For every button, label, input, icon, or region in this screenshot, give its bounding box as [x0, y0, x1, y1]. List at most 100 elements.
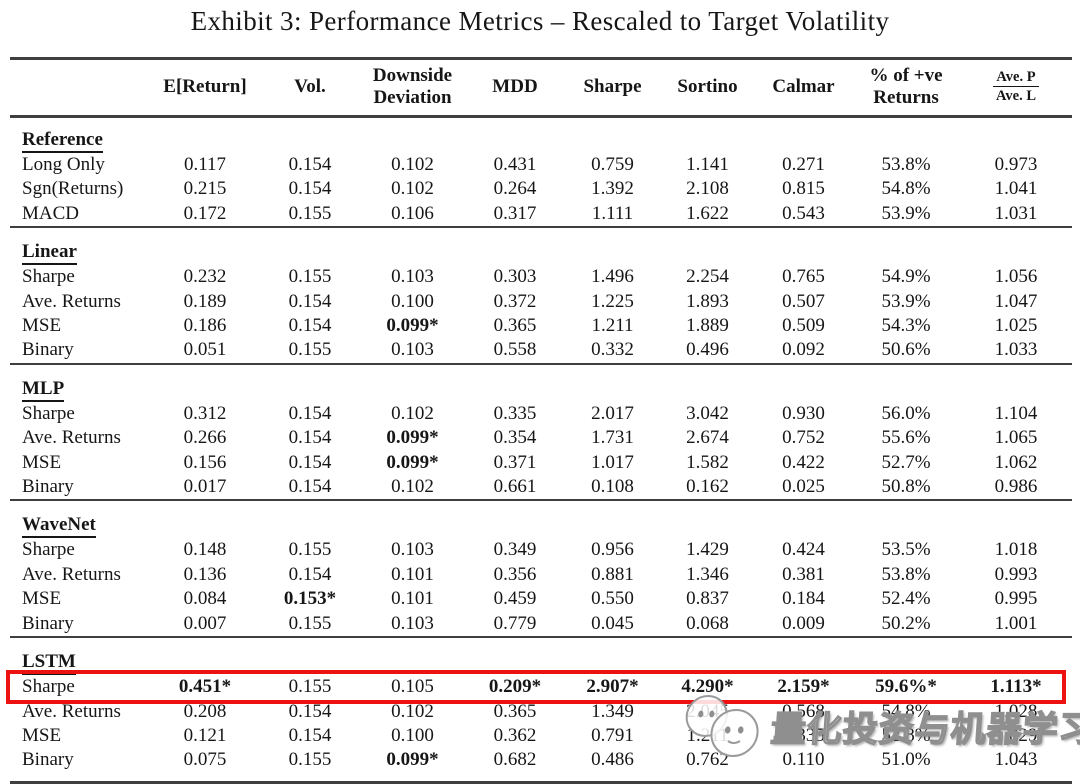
- cell: 50.8%: [881, 476, 931, 498]
- cell: 0.424: [782, 539, 825, 561]
- cell: 1.043: [994, 749, 1038, 771]
- cell: 0.103: [391, 266, 434, 288]
- table-row-wavenet-mse: MSE 0.084 0.153* 0.101 0.459 0.550 0.837 0.184 5…: [10, 587, 1072, 611]
- cell: 0.154: [288, 451, 332, 473]
- cell: 0.232: [183, 266, 227, 288]
- table-row-reference-long-only: Long Only 0.117 0.154 0.102 0.431 0.759 1.141 0…: [10, 153, 1072, 177]
- cell: 1.211: [591, 315, 634, 337]
- cell: 54.8%: [881, 178, 931, 200]
- cell: 0.154: [288, 178, 332, 200]
- cell: 0.215: [183, 178, 227, 200]
- cell: 2.045: [686, 700, 729, 722]
- cell: 0.303: [493, 266, 537, 288]
- cell: 53.9%: [881, 202, 931, 224]
- cell: 0.099*: [386, 427, 439, 449]
- group-header-mlp: MLP: [10, 362, 1072, 402]
- cell: 1.582: [686, 451, 729, 473]
- cell: 0.765: [782, 266, 825, 288]
- cell: 56.0%: [881, 402, 931, 424]
- cell: 0.084: [183, 588, 227, 610]
- cell: 2.674: [686, 427, 729, 449]
- group-header-cell: Linear: [10, 226, 1072, 266]
- table-row-mlp-sharpe: Sharpe 0.312 0.154 0.102 0.335 2.017 3.042 0.93…: [10, 402, 1072, 426]
- cell: 0.172: [183, 202, 227, 224]
- cell: 0.558: [493, 339, 537, 361]
- group-header-linear: Linear: [10, 226, 1072, 266]
- row-label: Ave. Returns: [22, 290, 121, 312]
- cell: 0.371: [493, 451, 537, 473]
- cell: 1.346: [686, 563, 729, 585]
- table-row-linear-binary: Binary 0.051 0.155 0.103 0.558 0.332 0.496 0.09…: [10, 338, 1072, 363]
- cell: 2.159*: [777, 676, 830, 698]
- cell: 0.162: [686, 476, 729, 498]
- cell: 0.154: [288, 563, 332, 585]
- cell: 0.117: [183, 154, 227, 175]
- cell: 0.312: [183, 402, 227, 424]
- row-label: Long Only: [22, 154, 105, 175]
- row-label: MSE: [22, 588, 62, 610]
- cell: 0.881: [591, 563, 634, 585]
- avg-l-label: Ave. L: [995, 87, 1036, 104]
- cell: 0.509: [782, 315, 825, 337]
- row-label: Ave. Returns: [22, 563, 121, 585]
- cell: 0.155: [288, 339, 332, 361]
- cell: 1.225: [591, 290, 634, 312]
- cell: 53.8%: [881, 563, 931, 585]
- cell: 1.496: [591, 266, 634, 288]
- group-header-cell: MLP: [10, 362, 1072, 402]
- cell: 0.354: [493, 427, 537, 449]
- cell: 0.335: [493, 402, 537, 424]
- row-label: MSE: [22, 724, 62, 746]
- cell: 0.051: [183, 339, 227, 361]
- cell: 0.362: [493, 724, 537, 746]
- cell: 0.356: [493, 563, 537, 585]
- row-label: Sharpe: [22, 266, 75, 288]
- cell: 1.429: [686, 539, 729, 561]
- cell: 52.7%: [881, 451, 931, 473]
- cell: 0.099*: [386, 749, 439, 771]
- table-row-reference-sgn-returns-: Sgn(Returns) 0.215 0.154 0.102 0.264 1.392 2.1…: [10, 177, 1072, 201]
- cell: 1.047: [994, 290, 1038, 312]
- cell: 0.007: [183, 612, 227, 634]
- cell: 0.103: [391, 539, 434, 561]
- cell: 0.568: [782, 700, 825, 722]
- cell: 53.8%: [881, 154, 931, 175]
- column-header-vol: Vol.: [260, 58, 360, 118]
- table-body: Reference Long Only 0.117 0.154 0.102 0.431 0.…: [10, 117, 1072, 783]
- cell: 1.141: [686, 154, 729, 175]
- cell: 1.033: [994, 339, 1038, 361]
- cell: 0.930: [782, 402, 825, 424]
- cell: 0.155: [288, 202, 332, 224]
- cell: 0.154: [288, 315, 332, 337]
- cell: 0.155: [288, 676, 332, 698]
- cell: 1.031: [994, 202, 1038, 224]
- cell: 0.155: [288, 539, 332, 561]
- cell: 0.759: [591, 154, 634, 175]
- cell: 54.8%: [881, 700, 931, 722]
- cell: 1.028: [994, 700, 1038, 722]
- row-label: Binary: [22, 749, 74, 771]
- row-label: Sharpe: [22, 402, 75, 424]
- group-label: WaveNet: [22, 514, 96, 539]
- table-row-linear-ave-returns: Ave. Returns 0.189 0.154 0.100 0.372 1.225 1.8…: [10, 290, 1072, 314]
- cell: 0.208: [183, 700, 227, 722]
- row-label: Ave. Returns: [22, 427, 121, 449]
- cell: 0.153*: [283, 588, 337, 610]
- cell: 0.507: [782, 290, 825, 312]
- cell: 0.543: [782, 202, 825, 224]
- cell: 0.486: [591, 749, 634, 771]
- table-row-mlp-ave-returns: Ave. Returns 0.266 0.154 0.099* 0.354 1.731 2.…: [10, 426, 1072, 450]
- cell: 0.105: [391, 676, 434, 698]
- cell: 54.9%: [881, 266, 931, 288]
- cell: 0.332: [591, 339, 634, 361]
- cell: 53.5%: [881, 539, 931, 561]
- cell: 1.893: [686, 290, 729, 312]
- cell: 4.290*: [681, 676, 734, 698]
- cell: 0.550: [591, 588, 634, 610]
- cell: 0.365: [493, 315, 537, 337]
- cell: 1.622: [686, 202, 729, 224]
- column-header-mdd: MDD: [465, 58, 565, 118]
- cell: 0.986: [994, 476, 1038, 498]
- table-row-linear-sharpe: Sharpe 0.232 0.155 0.103 0.303 1.496 2.254 0.76…: [10, 265, 1072, 289]
- cell: 0.973: [994, 154, 1038, 175]
